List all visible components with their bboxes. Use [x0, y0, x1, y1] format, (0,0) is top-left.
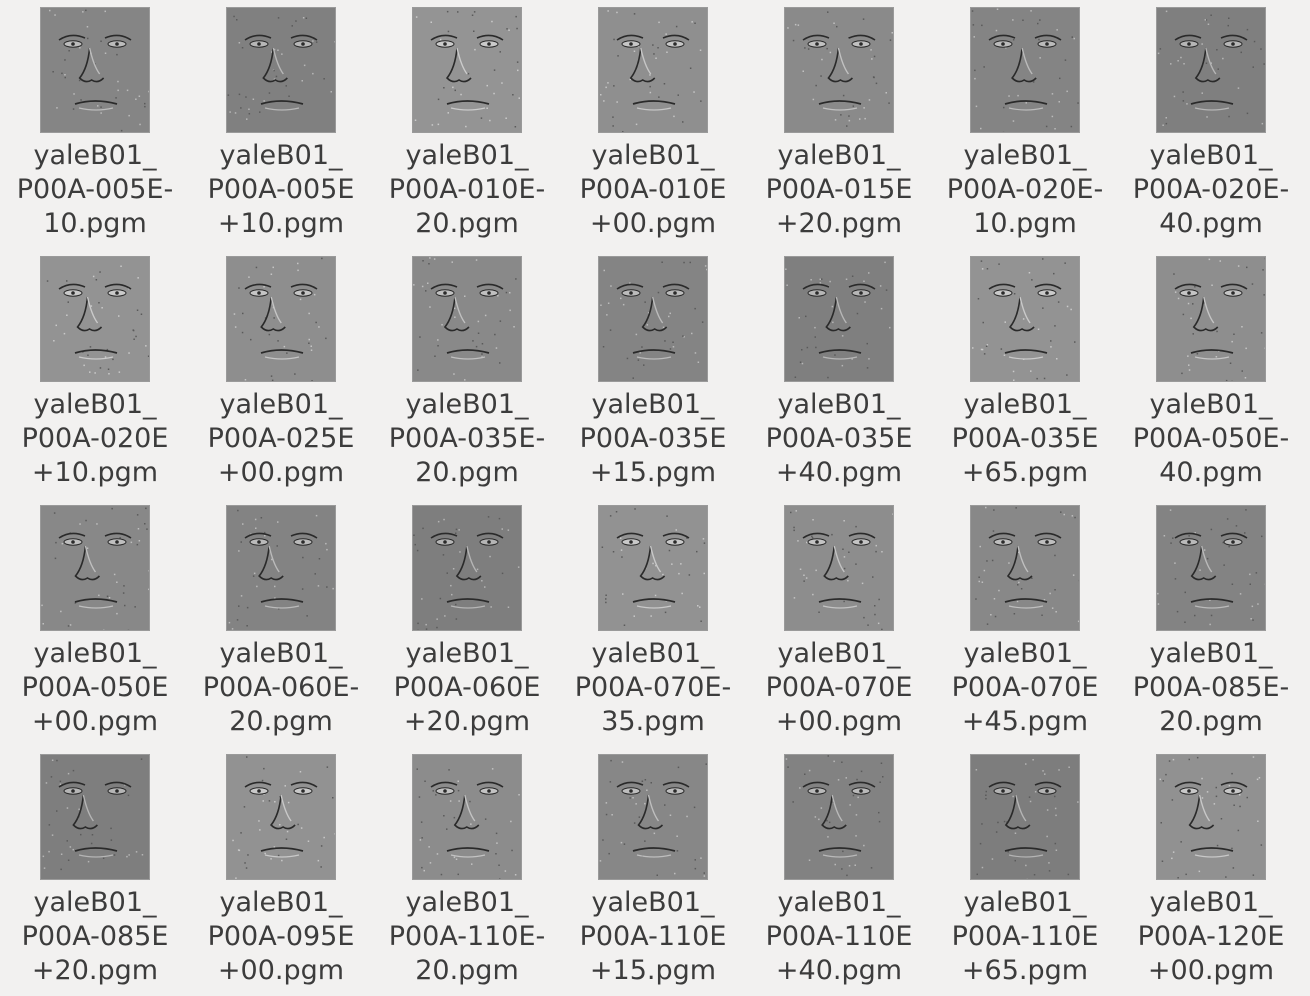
- file-name-label: yaleB01_ P00A-010E +00.pgm: [560, 139, 746, 241]
- image-thumbnail-icon[interactable]: [1156, 505, 1266, 631]
- image-thumbnail-icon[interactable]: [412, 256, 522, 382]
- file-icon-item[interactable]: yaleB01_ P00A-070E- 35.pgm: [560, 498, 746, 747]
- file-icon-item[interactable]: yaleB01_ P00A-035E +65.pgm: [932, 249, 1118, 498]
- file-name-label: yaleB01_ P00A-085E- 20.pgm: [1118, 637, 1304, 739]
- image-thumbnail-icon[interactable]: [598, 505, 708, 631]
- file-name-label: yaleB01_ P00A-035E +65.pgm: [932, 388, 1118, 490]
- file-icon-item[interactable]: yaleB01_ P00A-050E +00.pgm: [2, 498, 188, 747]
- image-thumbnail-icon[interactable]: [598, 754, 708, 880]
- file-icon-item[interactable]: yaleB01_ P00A-005E +10.pgm: [188, 0, 374, 249]
- image-thumbnail-icon[interactable]: [970, 754, 1080, 880]
- file-icon-item[interactable]: yaleB01_ P00A-110E +65.pgm: [932, 747, 1118, 996]
- image-thumbnail-icon[interactable]: [412, 505, 522, 631]
- file-name-label: yaleB01_ P00A-020E- 10.pgm: [932, 139, 1118, 241]
- image-thumbnail-icon[interactable]: [412, 7, 522, 133]
- image-thumbnail-icon[interactable]: [970, 505, 1080, 631]
- file-icon-item[interactable]: yaleB01_ P00A-110E- 20.pgm: [374, 747, 560, 996]
- file-name-label: yaleB01_ P00A-035E +40.pgm: [746, 388, 932, 490]
- file-name-label: yaleB01_ P00A-110E- 20.pgm: [374, 886, 560, 988]
- file-icon-item[interactable]: yaleB01_ P00A-085E +20.pgm: [2, 747, 188, 996]
- file-icon-item[interactable]: yaleB01_ P00A-070E +45.pgm: [932, 498, 1118, 747]
- image-thumbnail-icon[interactable]: [1156, 754, 1266, 880]
- image-thumbnail-icon[interactable]: [970, 256, 1080, 382]
- file-icon-item[interactable]: yaleB01_ P00A-005E- 10.pgm: [2, 0, 188, 249]
- file-icon-item[interactable]: yaleB01_ P00A-035E +15.pgm: [560, 249, 746, 498]
- image-thumbnail-icon[interactable]: [40, 754, 150, 880]
- file-icon-item[interactable]: yaleB01_ P00A-060E +20.pgm: [374, 498, 560, 747]
- file-name-label: yaleB01_ P00A-070E- 35.pgm: [560, 637, 746, 739]
- file-icon-item[interactable]: yaleB01_ P00A-010E +00.pgm: [560, 0, 746, 249]
- file-icon-item[interactable]: yaleB01_ P00A-120E +00.pgm: [1118, 747, 1304, 996]
- file-icon-item[interactable]: yaleB01_ P00A-110E +40.pgm: [746, 747, 932, 996]
- file-name-label: yaleB01_ P00A-060E- 20.pgm: [188, 637, 374, 739]
- image-thumbnail-icon[interactable]: [40, 505, 150, 631]
- file-icon-item[interactable]: yaleB01_ P00A-025E +00.pgm: [188, 249, 374, 498]
- file-name-label: yaleB01_ P00A-010E- 20.pgm: [374, 139, 560, 241]
- file-name-label: yaleB01_ P00A-085E +20.pgm: [2, 886, 188, 988]
- image-thumbnail-icon[interactable]: [970, 7, 1080, 133]
- image-thumbnail-icon[interactable]: [784, 754, 894, 880]
- image-thumbnail-icon[interactable]: [226, 505, 336, 631]
- file-name-label: yaleB01_ P00A-110E +65.pgm: [932, 886, 1118, 988]
- image-thumbnail-icon[interactable]: [226, 754, 336, 880]
- image-thumbnail-icon[interactable]: [598, 7, 708, 133]
- file-name-label: yaleB01_ P00A-025E +00.pgm: [188, 388, 374, 490]
- file-icon-item[interactable]: yaleB01_ P00A-060E- 20.pgm: [188, 498, 374, 747]
- file-name-label: yaleB01_ P00A-070E +45.pgm: [932, 637, 1118, 739]
- file-name-label: yaleB01_ P00A-060E +20.pgm: [374, 637, 560, 739]
- file-icon-item[interactable]: yaleB01_ P00A-035E +40.pgm: [746, 249, 932, 498]
- file-name-label: yaleB01_ P00A-035E- 20.pgm: [374, 388, 560, 490]
- file-name-label: yaleB01_ P00A-110E +40.pgm: [746, 886, 932, 988]
- file-name-label: yaleB01_ P00A-020E- 40.pgm: [1118, 139, 1304, 241]
- file-icon-item[interactable]: yaleB01_ P00A-035E- 20.pgm: [374, 249, 560, 498]
- image-thumbnail-icon[interactable]: [40, 256, 150, 382]
- file-name-label: yaleB01_ P00A-070E +00.pgm: [746, 637, 932, 739]
- file-icon-item[interactable]: yaleB01_ P00A-095E +00.pgm: [188, 747, 374, 996]
- image-thumbnail-icon[interactable]: [784, 256, 894, 382]
- file-name-label: yaleB01_ P00A-120E +00.pgm: [1118, 886, 1304, 988]
- image-thumbnail-icon[interactable]: [784, 505, 894, 631]
- file-name-label: yaleB01_ P00A-050E- 40.pgm: [1118, 388, 1304, 490]
- file-name-label: yaleB01_ P00A-005E- 10.pgm: [2, 139, 188, 241]
- file-name-label: yaleB01_ P00A-005E +10.pgm: [188, 139, 374, 241]
- file-icon-item[interactable]: yaleB01_ P00A-070E +00.pgm: [746, 498, 932, 747]
- image-thumbnail-icon[interactable]: [1156, 7, 1266, 133]
- image-thumbnail-icon[interactable]: [40, 7, 150, 133]
- image-thumbnail-icon[interactable]: [412, 754, 522, 880]
- file-name-label: yaleB01_ P00A-110E +15.pgm: [560, 886, 746, 988]
- file-name-label: yaleB01_ P00A-095E +00.pgm: [188, 886, 374, 988]
- file-name-label: yaleB01_ P00A-035E +15.pgm: [560, 388, 746, 490]
- file-icon-item[interactable]: yaleB01_ P00A-015E +20.pgm: [746, 0, 932, 249]
- image-thumbnail-icon[interactable]: [226, 7, 336, 133]
- image-thumbnail-icon[interactable]: [598, 256, 708, 382]
- file-icon-item[interactable]: yaleB01_ P00A-020E- 40.pgm: [1118, 0, 1304, 249]
- file-name-label: yaleB01_ P00A-050E +00.pgm: [2, 637, 188, 739]
- file-icon-item[interactable]: yaleB01_ P00A-085E- 20.pgm: [1118, 498, 1304, 747]
- file-icon-item[interactable]: yaleB01_ P00A-010E- 20.pgm: [374, 0, 560, 249]
- file-icon-item[interactable]: yaleB01_ P00A-050E- 40.pgm: [1118, 249, 1304, 498]
- image-thumbnail-icon[interactable]: [226, 256, 336, 382]
- image-thumbnail-icon[interactable]: [1156, 256, 1266, 382]
- file-icon-item[interactable]: yaleB01_ P00A-020E- 10.pgm: [932, 0, 1118, 249]
- file-icon-item[interactable]: yaleB01_ P00A-020E +10.pgm: [2, 249, 188, 498]
- file-name-label: yaleB01_ P00A-020E +10.pgm: [2, 388, 188, 490]
- file-icon-item[interactable]: yaleB01_ P00A-110E +15.pgm: [560, 747, 746, 996]
- file-name-label: yaleB01_ P00A-015E +20.pgm: [746, 139, 932, 241]
- image-thumbnail-icon[interactable]: [784, 7, 894, 133]
